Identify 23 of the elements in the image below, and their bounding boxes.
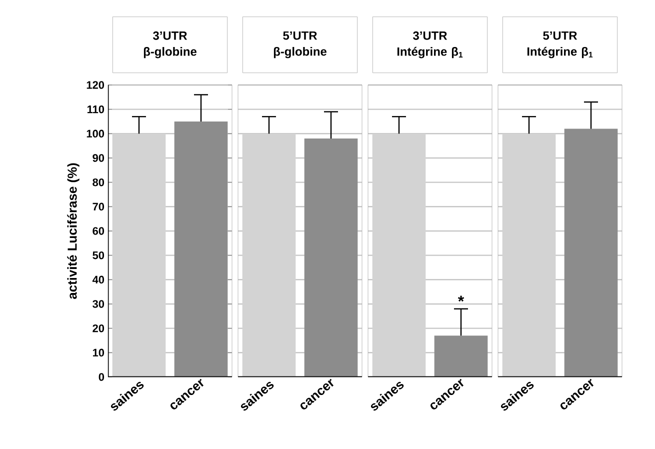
chart-subtitle: Intégrine β$_{1}$: [397, 46, 463, 58]
annotation: *: [458, 296, 464, 302]
chart-subtitle: β-globine: [144, 47, 196, 58]
y-tick-label: 90: [92, 154, 104, 162]
y-axis-title: activité Luciférase (%): [67, 163, 80, 299]
y-tick-label: 50: [92, 251, 104, 260]
y-tick-label: 100: [86, 130, 104, 138]
y-tick-label: 30: [92, 300, 104, 308]
chart-title: 5’UTR: [283, 31, 318, 40]
chart-subtitle: β-globine: [274, 46, 326, 58]
chart-subtitle: Intégrine β$_{1}$: [527, 46, 593, 58]
y-tick-label: 120: [86, 81, 104, 89]
y-tick-label: 20: [92, 324, 104, 332]
y-tick-label: 10: [92, 348, 104, 357]
y-tick-label: 80: [92, 178, 104, 186]
y-tick-label: 0: [98, 373, 104, 381]
y-tick-label: 40: [92, 276, 104, 284]
y-tick-label: 110: [87, 105, 104, 114]
y-tick-label: 70: [92, 202, 104, 211]
chart-title: 5’UTR: [543, 31, 578, 40]
chart-title: 3’UTR: [413, 31, 448, 40]
chart-title: 3’UTR: [153, 31, 188, 40]
y-tick-label: 60: [92, 227, 104, 235]
